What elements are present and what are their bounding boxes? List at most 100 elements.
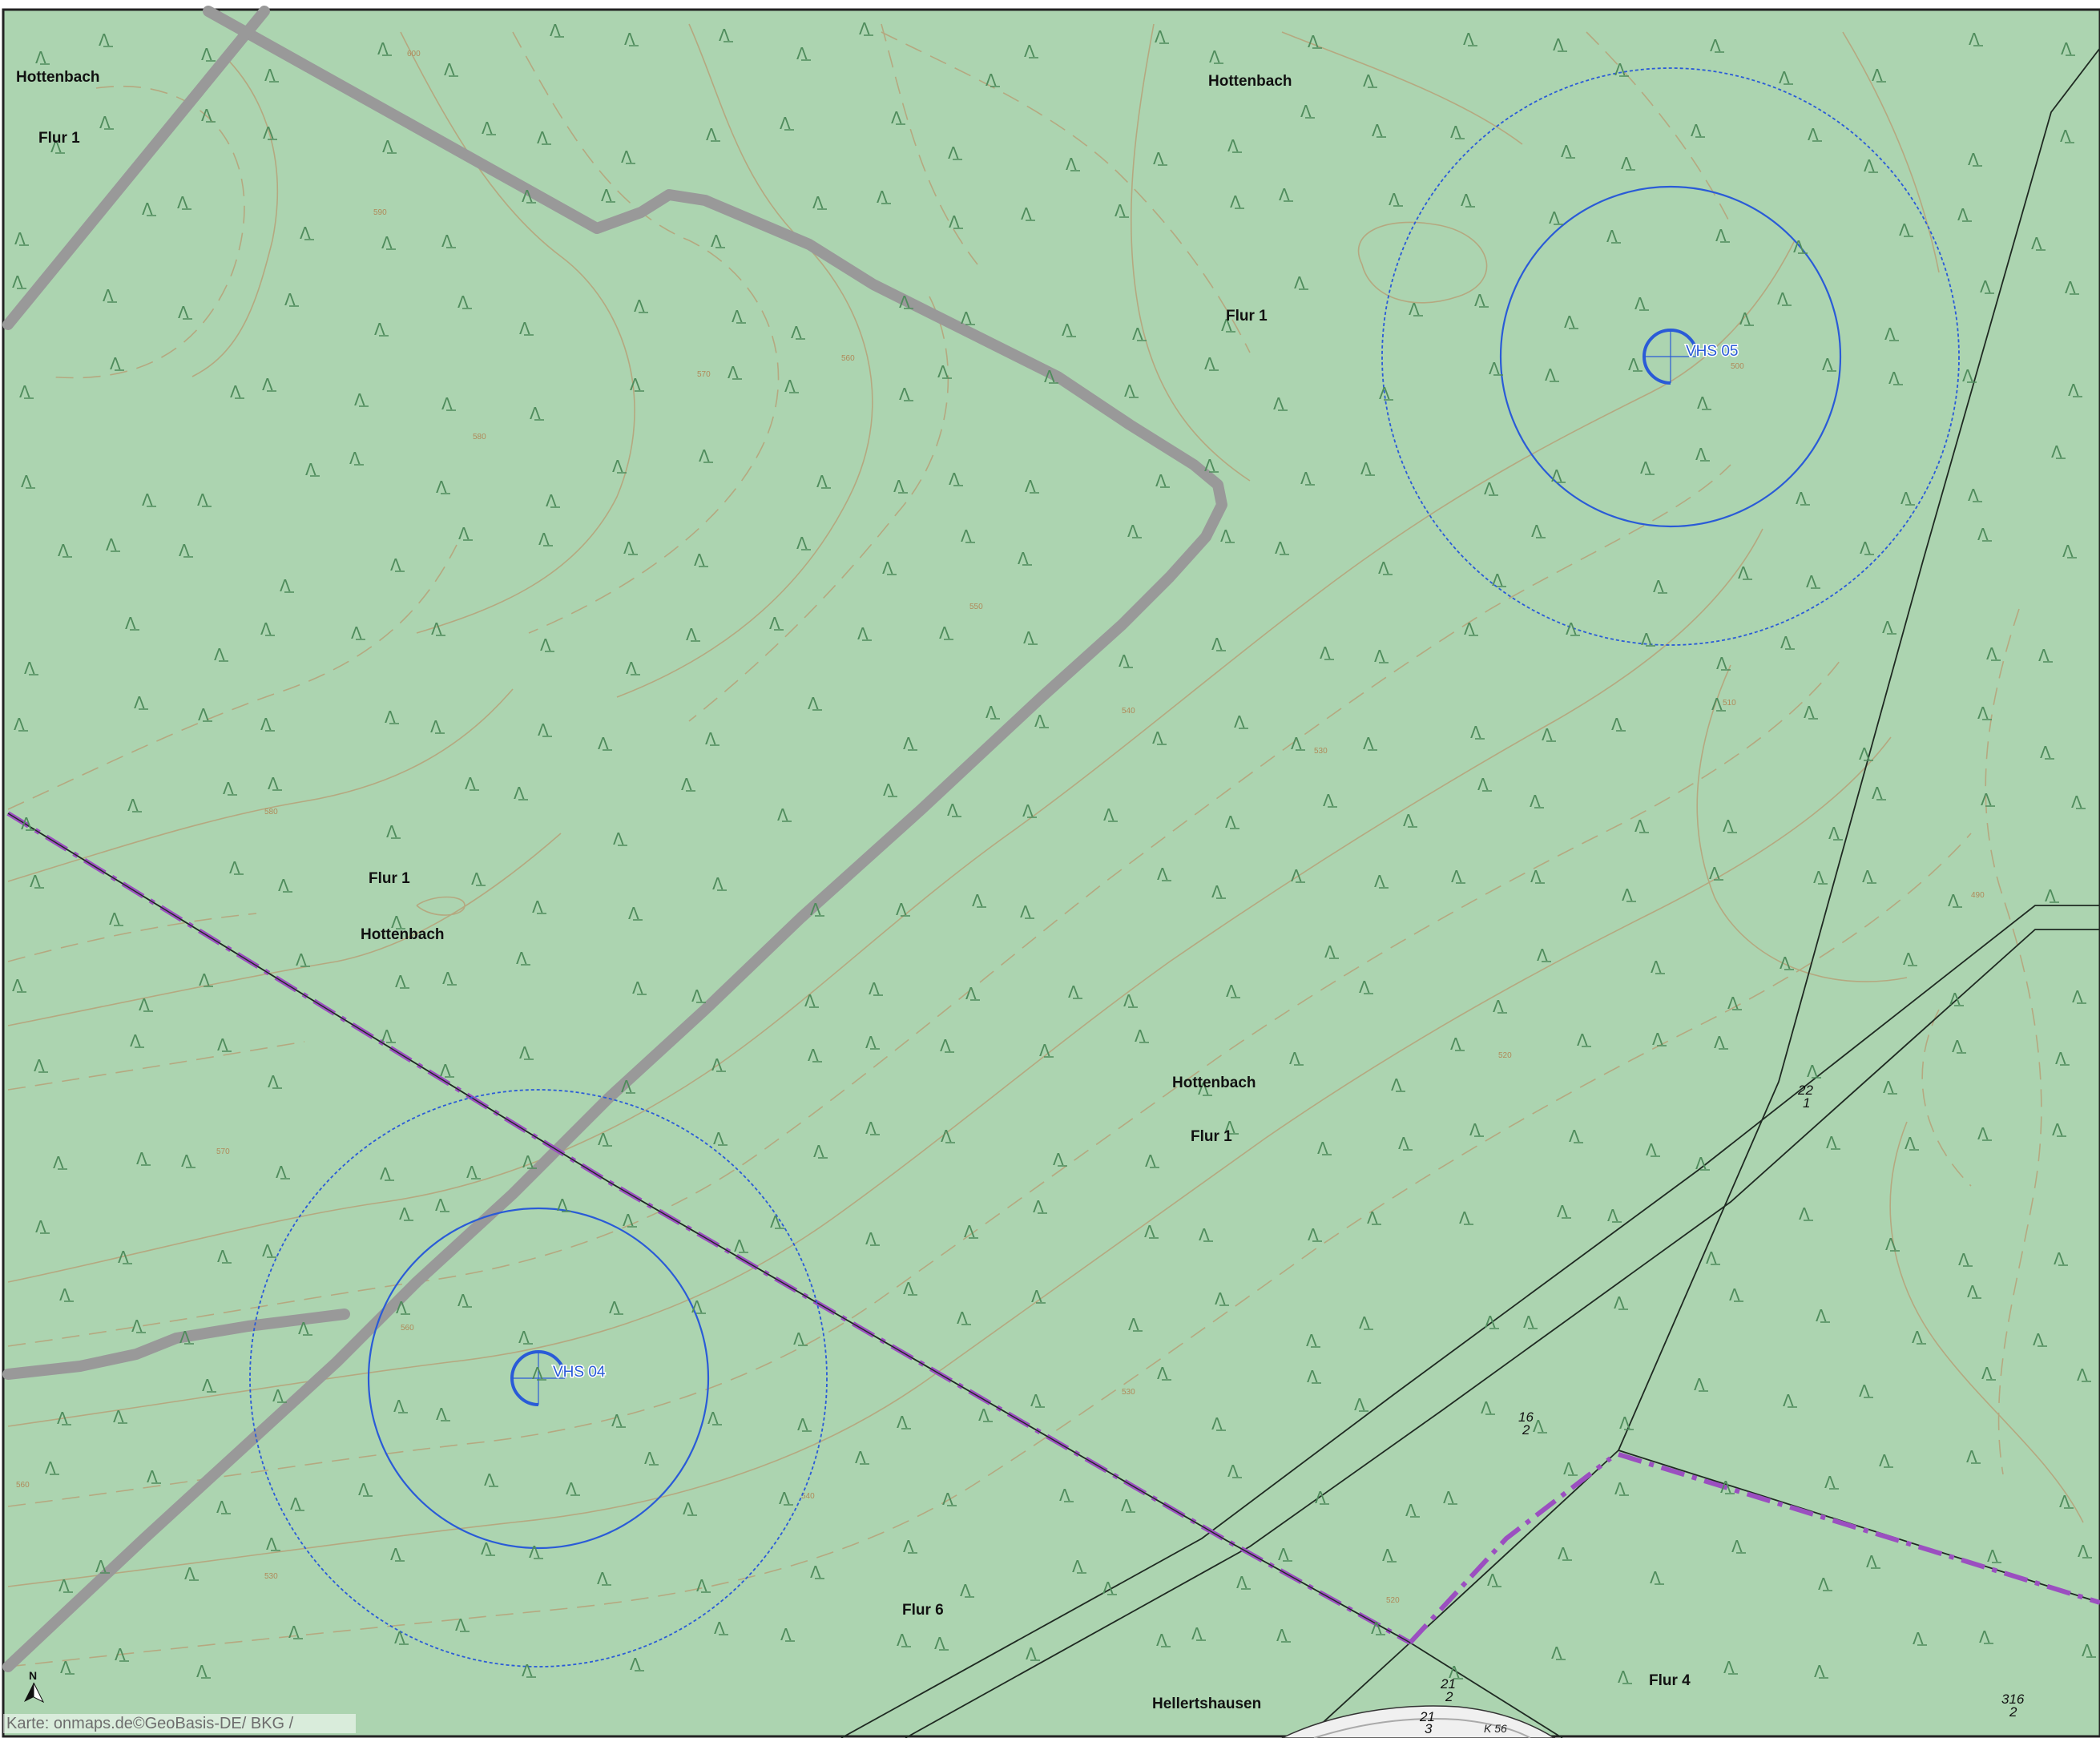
- svg-text:21: 21: [1440, 1676, 1456, 1692]
- tree-symbol-icon: Λ: [198, 705, 209, 724]
- north-arrow-icon[interactable]: N: [24, 1669, 45, 1704]
- tree-symbol-icon: Λ: [142, 490, 153, 510]
- tree-symbol-icon: Λ: [1779, 68, 1790, 87]
- tree-symbol-icon: Λ: [1144, 1222, 1155, 1241]
- site-vhs04[interactable]: VHS 04: [249, 1089, 828, 1667]
- tree-symbol-icon: Λ: [268, 774, 279, 793]
- svg-text:316: 316: [2001, 1692, 2025, 1707]
- tree-symbol-icon: Λ: [1371, 1619, 1382, 1638]
- tree-symbol-icon: Λ: [380, 1164, 391, 1184]
- site-vhs05[interactable]: VHS 05: [1381, 67, 1960, 646]
- tree-symbol-icon: Λ: [278, 876, 289, 895]
- tree-symbol-icon: Λ: [216, 1498, 228, 1517]
- tree-symbol-icon: Λ: [393, 1397, 405, 1416]
- tree-symbol-icon: Λ: [1826, 1133, 1837, 1152]
- tree-symbol-icon: Λ: [1291, 734, 1302, 753]
- tree-symbol-icon: Λ: [1808, 125, 1819, 144]
- tree-symbol-icon: Λ: [816, 472, 828, 491]
- tree-symbol-icon: Λ: [1948, 891, 1959, 910]
- tree-symbol-icon: Λ: [706, 125, 717, 144]
- tree-symbol-icon: Λ: [1153, 149, 1164, 168]
- tree-symbol-icon: Λ: [1224, 1118, 1235, 1137]
- tree-symbol-icon: Λ: [1026, 1644, 1037, 1663]
- tree-symbol-icon: Λ: [1492, 571, 1503, 590]
- tree-symbol-icon: Λ: [1300, 102, 1312, 121]
- tree-symbol-icon: Λ: [106, 535, 117, 554]
- tree-symbol-icon: Λ: [780, 114, 791, 133]
- tree-symbol-icon: Λ: [883, 780, 894, 800]
- tree-symbol-icon: Λ: [1450, 1034, 1461, 1054]
- tree-symbol-icon: Λ: [1066, 155, 1077, 174]
- tree-symbol-icon: Λ: [623, 1211, 634, 1230]
- tree-symbol-icon: Λ: [2059, 1492, 2070, 1511]
- tree-symbol-icon: Λ: [1018, 549, 1029, 568]
- tree-symbol-icon: Λ: [1463, 30, 1474, 49]
- tree-symbol-icon: Λ: [127, 796, 139, 815]
- tree-symbol-icon: Λ: [1220, 526, 1231, 546]
- tree-symbol-icon: Λ: [1557, 1202, 1568, 1221]
- tree-symbol-icon: Λ: [1484, 479, 1495, 498]
- tree-symbol-icon: Λ: [1714, 1033, 1725, 1052]
- svg-text:N: N: [29, 1669, 37, 1682]
- tree-symbol-icon: Λ: [300, 224, 311, 243]
- tree-symbol-icon: Λ: [529, 1542, 540, 1562]
- tree-symbol-icon: Λ: [2062, 542, 2074, 561]
- tree-symbol-icon: Λ: [896, 900, 907, 919]
- tree-symbol-icon: Λ: [713, 1129, 724, 1148]
- tree-symbol-icon: Λ: [903, 1537, 914, 1556]
- place-label-flur-1: Flur 1: [1191, 1128, 1232, 1145]
- tree-symbol-icon: Λ: [1551, 1643, 1562, 1663]
- tree-symbol-icon: Λ: [796, 534, 808, 553]
- tree-symbol-icon: Λ: [1024, 42, 1035, 61]
- tree-symbol-icon: Λ: [1034, 712, 1046, 731]
- parcel-number-labels: 22 1 16 2 21 2 21 3 316 2 K 56: [1419, 1083, 2025, 1736]
- tree-symbol-icon: Λ: [436, 1405, 447, 1424]
- tree-symbol-icon: Λ: [2054, 1249, 2065, 1268]
- tree-symbol-icon: Λ: [2040, 743, 2051, 762]
- tree-symbol-icon: Λ: [1451, 867, 1462, 886]
- tree-symbol-icon: Λ: [1487, 1571, 1498, 1590]
- tree-symbol-icon: Λ: [1155, 471, 1167, 490]
- tree-symbol-icon: Λ: [1709, 864, 1720, 883]
- tree-symbol-icon: Λ: [1021, 204, 1032, 224]
- tree-symbol-icon: Λ: [598, 1130, 609, 1149]
- contour-label: 530: [264, 1572, 278, 1581]
- tree-symbol-icon: Λ: [628, 904, 639, 923]
- tree-symbol-icon: Λ: [949, 212, 960, 232]
- tree-symbol-icon: Λ: [613, 829, 624, 849]
- tree-symbol-icon: Λ: [714, 1619, 725, 1638]
- tree-symbol-icon: Λ: [1634, 817, 1646, 836]
- tree-symbol-icon: Λ: [1354, 1395, 1365, 1414]
- tree-symbol-icon: Λ: [940, 1036, 951, 1055]
- map-attribution[interactable]: Karte: onmaps.de©GeoBasis-DE/ BKG /: [3, 1714, 356, 1733]
- parcel-label-21-3: 21 3: [1419, 1709, 1435, 1736]
- tree-symbol-icon: Λ: [624, 30, 635, 49]
- tree-symbol-icon: Λ: [1968, 150, 1979, 169]
- tree-symbol-icon: Λ: [691, 986, 703, 1006]
- tree-symbol-icon: Λ: [1289, 1049, 1300, 1068]
- tree-symbol-icon: Λ: [481, 1539, 492, 1559]
- tree-symbol-icon: Λ: [1152, 728, 1163, 748]
- tree-symbol-icon: Λ: [1981, 790, 1992, 809]
- tree-symbol-icon: Λ: [385, 708, 396, 727]
- tree-symbol-icon: Λ: [1783, 1391, 1794, 1410]
- tree-symbol-icon: Λ: [1103, 805, 1114, 825]
- tree-symbol-icon: Λ: [1379, 384, 1390, 403]
- place-label-hottenbach: Hottenbach: [361, 926, 445, 943]
- tree-symbol-icon: Λ: [1619, 1413, 1630, 1433]
- road-k56: [1281, 1705, 1556, 1738]
- tree-symbol-icon: Λ: [712, 874, 724, 893]
- site-marker-icon: [1643, 329, 1699, 385]
- tree-symbol-icon: Λ: [1957, 205, 1969, 224]
- contour-label: 530: [1122, 1388, 1135, 1397]
- tree-symbol-icon: Λ: [1225, 813, 1236, 832]
- tree-symbol-icon: Λ: [1903, 950, 1914, 969]
- tree-symbol-icon: Λ: [139, 995, 150, 1014]
- tree-symbol-icon: Λ: [1211, 882, 1223, 901]
- tree-symbol-icon: Λ: [441, 394, 453, 413]
- contour-label: 600: [407, 50, 421, 58]
- tree-symbol-icon: Λ: [471, 869, 482, 889]
- tree-symbol-icon: Λ: [808, 694, 819, 713]
